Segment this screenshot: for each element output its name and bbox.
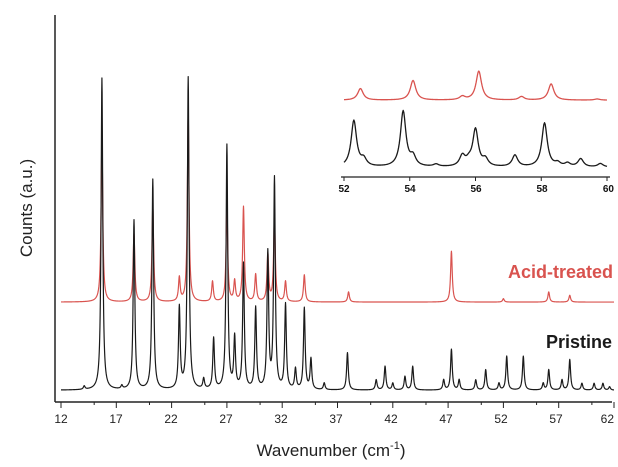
main-plot-area xyxy=(60,76,615,391)
inset-plot-area xyxy=(343,70,608,167)
x-axis-title-close: ) xyxy=(400,441,406,460)
inset-x-tick-label: 52 xyxy=(338,184,350,195)
series-label-pristine: Pristine xyxy=(546,332,612,352)
x-axis-title: Wavenumber (cm-1) xyxy=(257,440,406,460)
inset-x-axis-tick-labels: 52 54 56 58 60 xyxy=(338,184,614,195)
x-axis-ticks xyxy=(60,402,615,408)
x-tick-label: 17 xyxy=(109,412,123,426)
x-tick-label: 12 xyxy=(54,412,68,426)
series-line-pristine xyxy=(60,76,615,391)
main-axes xyxy=(54,15,612,403)
x-tick-label: 57 xyxy=(549,412,563,426)
x-tick-label: 62 xyxy=(601,412,615,426)
inset-x-tick-label: 56 xyxy=(470,184,482,195)
series-line-acid-treated xyxy=(343,70,608,101)
series-line-pristine xyxy=(343,109,608,167)
inset-x-tick-label: 58 xyxy=(536,184,548,195)
x-tick-label: 32 xyxy=(274,412,288,426)
x-tick-label: 42 xyxy=(384,412,398,426)
inset-x-tick-label: 54 xyxy=(404,184,416,195)
inset-x-axis-ticks xyxy=(343,177,608,181)
x-tick-label: 37 xyxy=(329,412,343,426)
x-tick-label: 47 xyxy=(439,412,453,426)
inset-chart: 52 54 56 58 60 xyxy=(338,52,614,195)
x-tick-label: 27 xyxy=(219,412,233,426)
inset-x-tick-label: 60 xyxy=(603,184,615,195)
x-tick-label: 52 xyxy=(494,412,508,426)
y-axis-title: Counts (a.u.) xyxy=(17,159,36,257)
x-axis-title-text: Wavenumber (cm xyxy=(257,441,391,460)
x-tick-label: 22 xyxy=(164,412,178,426)
series-label-acid-treated: Acid-treated xyxy=(508,262,613,282)
inset-background xyxy=(340,52,610,177)
x-axis-title-superscript: -1 xyxy=(390,440,400,452)
x-axis-tick-labels: 12 17 22 27 32 37 42 47 52 57 62 xyxy=(54,412,614,426)
